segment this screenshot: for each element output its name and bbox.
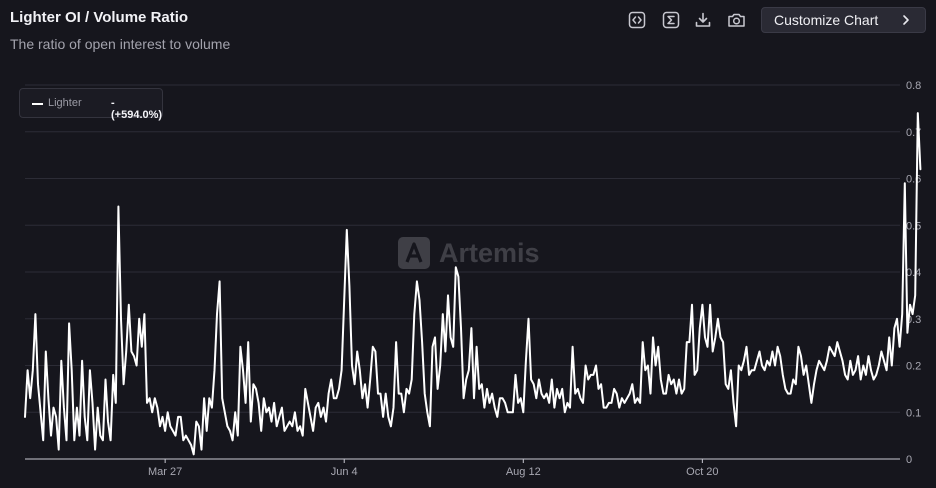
y-tick-label: 0 (906, 454, 912, 466)
chevron-right-icon (903, 15, 909, 25)
chart-title: Lighter OI / Volume Ratio (10, 9, 189, 26)
download-icon[interactable] (690, 7, 716, 33)
camera-icon[interactable] (723, 7, 749, 33)
embed-code-icon[interactable] (624, 7, 650, 33)
y-tick-label: 0.6 (906, 174, 921, 186)
chart-header: Lighter OI / Volume Ratio The ratio of o… (0, 0, 936, 60)
x-tick-label: Jun 4 (331, 466, 358, 478)
y-tick-label: 0.2 (906, 361, 921, 373)
customize-chart-label: Customize Chart (774, 12, 879, 28)
legend-swatch (32, 103, 43, 105)
y-tick-label: 0.4 (906, 267, 921, 279)
x-tick-label: Mar 27 (148, 466, 182, 478)
y-tick-label: 0.5 (906, 220, 921, 232)
legend-series-name: Lighter (48, 97, 82, 109)
sigma-icon[interactable] (658, 7, 684, 33)
legend-series-change: - (+594.0%) (111, 97, 163, 121)
chart-legend[interactable]: Lighter - (+594.0%) (19, 88, 163, 121)
x-tick-label: Oct 20 (686, 466, 718, 478)
artemis-watermark: Artemis (397, 236, 540, 270)
watermark-text: Artemis (439, 237, 540, 268)
x-tick-label: Aug 12 (506, 466, 541, 478)
customize-chart-button[interactable]: Customize Chart (761, 7, 926, 33)
series-line-lighter (24, 112, 922, 456)
y-tick-label: 0.1 (906, 407, 921, 419)
y-tick-label: 0.8 (906, 80, 921, 92)
chart-subtitle: The ratio of open interest to volume (10, 36, 231, 52)
artemis-logo-icon (398, 237, 430, 269)
